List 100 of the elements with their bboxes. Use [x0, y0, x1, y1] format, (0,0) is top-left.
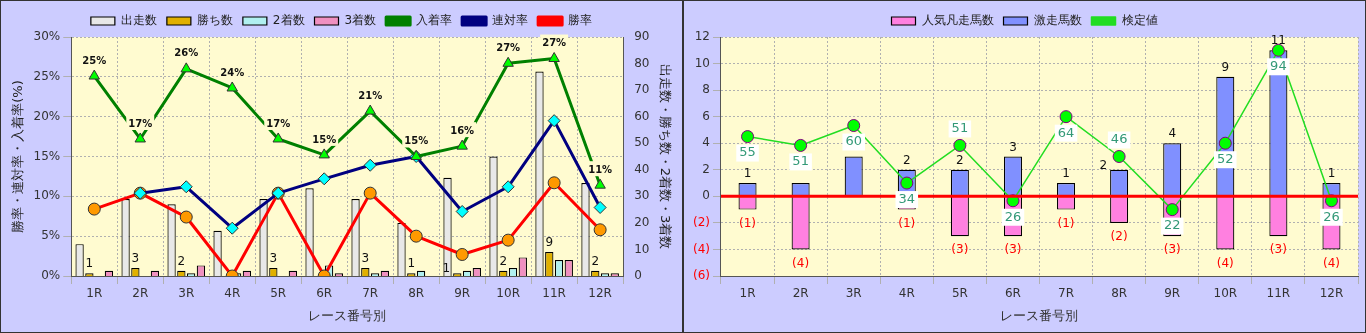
- data-label: (3): [1004, 242, 1022, 257]
- data-label: 3: [1009, 139, 1017, 154]
- x-tick-label: 1R: [739, 286, 756, 301]
- x-tick-label: 4R: [898, 286, 915, 301]
- x-tick-label: 6R: [1004, 286, 1021, 301]
- data-label: 94: [1270, 58, 1287, 74]
- y2-tick-label: 20: [634, 215, 650, 230]
- legend-label: 勝ち数: [196, 13, 233, 28]
- y2-tick-label: 10: [634, 241, 650, 256]
- data-label: 1: [1062, 166, 1070, 181]
- data-label: 34: [898, 190, 916, 206]
- y-tick-label: 6: [702, 108, 710, 123]
- y2-tick-label: 50: [634, 135, 650, 150]
- x-tick-label: 12R: [1319, 286, 1344, 301]
- x-tick-label: 1R: [86, 286, 103, 301]
- x-tick-label: 10R: [496, 286, 520, 301]
- data-label: (3): [951, 242, 969, 257]
- x-tick-label: 3R: [178, 286, 195, 301]
- data-label: (3): [1269, 242, 1287, 257]
- data-label: (4): [792, 255, 810, 270]
- y-tick-label: 5%: [41, 228, 61, 243]
- data-label: 3: [361, 251, 370, 266]
- legend-label: 勝率: [568, 13, 593, 28]
- data-label: 11%: [588, 163, 613, 175]
- data-label: 21%: [358, 89, 383, 101]
- data-label: (2): [1110, 229, 1128, 244]
- data-label: (3): [1163, 242, 1181, 257]
- x-tick-label: 7R: [362, 286, 379, 301]
- y-tick-label: (6): [693, 268, 710, 283]
- data-label: 2: [499, 253, 508, 268]
- data-label: 2: [1099, 157, 1108, 172]
- x-tick-label: 12R: [588, 286, 612, 301]
- data-label: (1): [739, 215, 757, 230]
- y2-tick-label: 80: [634, 55, 650, 70]
- data-label: 2: [591, 253, 600, 268]
- y-tick-label: 0%: [41, 268, 61, 283]
- data-label: 25%: [82, 54, 107, 66]
- y-tick-label: 2: [702, 161, 710, 176]
- y-tick-label: 8: [702, 82, 710, 97]
- data-label: 52: [1217, 151, 1234, 167]
- y-tick-label: 4: [702, 135, 710, 150]
- x-tick-label: 2R: [132, 286, 149, 301]
- y2-tick-label: 30: [634, 188, 650, 203]
- legend-label: 連対率: [492, 13, 529, 28]
- data-label: 51: [792, 153, 809, 169]
- y-tick-label: (4): [693, 241, 710, 256]
- y2-tick-label: 40: [634, 161, 650, 176]
- y2-axis-title: 出走数・勝ち数・2着数・3着数: [657, 63, 673, 250]
- data-label: 1: [407, 256, 416, 271]
- y-tick-label: (2): [693, 215, 710, 230]
- data-label: 64: [1057, 124, 1075, 140]
- x-tick-label: 5R: [270, 286, 287, 301]
- y-tick-label: 12: [694, 29, 710, 44]
- x-tick-label: 2R: [792, 286, 809, 301]
- data-label: (4): [1322, 255, 1340, 270]
- legend-label: 検定値: [1121, 13, 1158, 28]
- x-tick-label: 8R: [1111, 286, 1128, 301]
- data-label: 4: [1168, 126, 1177, 141]
- legend-label: 激走馬数: [1033, 13, 1082, 28]
- data-label: 17%: [266, 117, 291, 129]
- y-tick-label: 30%: [33, 29, 61, 44]
- data-label: 27%: [542, 37, 567, 49]
- y-tick-label: 15%: [33, 148, 61, 163]
- x-tick-label: 7R: [1058, 286, 1075, 301]
- y-tick-label: 25%: [33, 68, 61, 83]
- data-label: 2: [902, 152, 911, 167]
- data-label: 46: [1110, 131, 1128, 147]
- legend-label: 人気凡走馬数: [921, 13, 994, 28]
- data-label: 3: [131, 251, 140, 266]
- x-tick-label: 3R: [845, 286, 862, 301]
- data-label: 27%: [496, 41, 521, 53]
- x-tick-label: 10R: [1213, 286, 1238, 301]
- data-label: (1): [898, 215, 916, 230]
- data-label: 9: [545, 235, 554, 250]
- data-label: (4): [1216, 255, 1234, 270]
- y-tick-label: 10: [694, 55, 710, 70]
- data-label: 55: [739, 144, 756, 160]
- data-label: 1: [442, 261, 451, 276]
- data-label: (1): [1057, 215, 1075, 230]
- x-axis-title: レース番号別: [1000, 307, 1079, 323]
- x-tick-label: 11R: [542, 286, 566, 301]
- data-label: 9: [1221, 59, 1230, 74]
- x-axis-title: レース番号別: [308, 307, 387, 323]
- y-axis-title: 勝率・連対率・入着率(%): [10, 80, 26, 233]
- data-label: 26: [1323, 208, 1340, 224]
- x-tick-label: 9R: [1164, 286, 1181, 301]
- legend-label: 2着数: [272, 13, 305, 28]
- x-tick-label: 8R: [408, 286, 425, 301]
- data-label: 60: [845, 133, 862, 149]
- x-tick-label: 4R: [224, 286, 241, 301]
- y2-tick-label: 70: [634, 82, 650, 97]
- y2-tick-label: 90: [634, 29, 650, 44]
- y2-tick-label: 60: [634, 108, 650, 123]
- data-label: 22: [1163, 217, 1181, 233]
- data-label: 11: [1270, 33, 1287, 48]
- data-label: 3: [269, 251, 278, 266]
- x-tick-label: 11R: [1266, 286, 1291, 301]
- data-label: 2: [956, 152, 964, 167]
- data-label: 1: [85, 256, 94, 271]
- data-label: 1: [743, 166, 752, 181]
